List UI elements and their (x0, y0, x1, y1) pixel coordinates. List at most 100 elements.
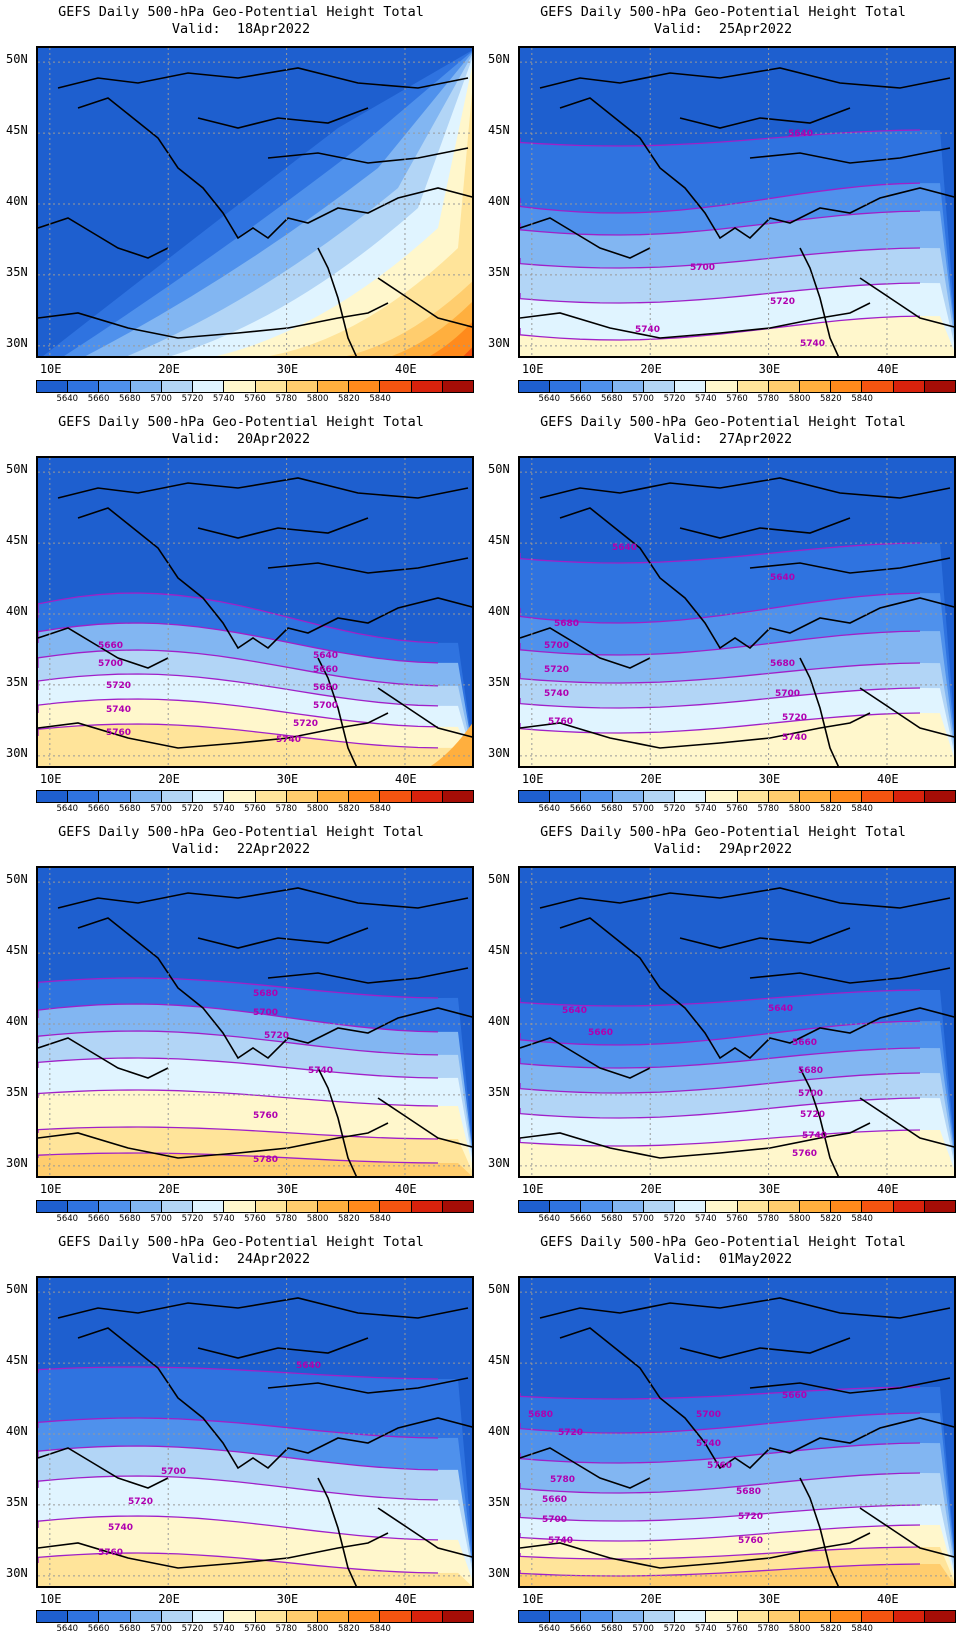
height-map (36, 46, 474, 358)
colorbar-tick-label: 5780 (275, 1214, 298, 1224)
colorbar-tick-label: 5740 (212, 1624, 235, 1634)
colorbar-tick-label: 5660 (569, 394, 592, 404)
colorbar-swatch (831, 381, 863, 392)
contour-line (38, 1366, 439, 1380)
contour-label: 5660 (588, 1028, 613, 1038)
colorbar-swatch (675, 1201, 707, 1212)
colorbar-tick-label: 5800 (788, 1214, 811, 1224)
contour-label: 5740 (106, 705, 131, 715)
colorbar-swatch (224, 1611, 256, 1622)
contour-label: 5760 (792, 1149, 817, 1159)
longitude-label: 30E (276, 1592, 299, 1606)
contour-label: 5760 (738, 1536, 763, 1546)
longitude-label: 30E (276, 362, 299, 376)
colorbar-swatch (411, 381, 443, 392)
latitude-label: 50N (6, 872, 28, 887)
panel-title: GEFS Daily 500-hPa Geo-Potential Height … (482, 1234, 964, 1268)
colorbar-tick-label: 5680 (119, 804, 141, 814)
colorbar-swatch (380, 1201, 412, 1212)
colorbar-tick-label: 5660 (87, 1624, 110, 1634)
colorbar-swatch (862, 1201, 894, 1212)
colorbar-tick-label: 5780 (275, 1624, 298, 1634)
colorbar-swatch (349, 791, 381, 802)
contour-label: 5740 (308, 1066, 333, 1076)
colorbar-swatch (799, 381, 832, 392)
contour-line (520, 315, 921, 341)
latitude-label: 50N (6, 52, 28, 67)
colorbar-swatch (643, 381, 676, 392)
panel-title: GEFS Daily 500-hPa Geo-Potential Height … (0, 824, 482, 858)
colorbar-tick-label: 5800 (306, 1624, 329, 1634)
colorbar-tick-label: 5780 (757, 1214, 780, 1224)
colorbar-swatch (519, 791, 551, 802)
longitude-label: 20E (640, 1592, 662, 1606)
colorbar-tick-label: 5700 (632, 804, 654, 814)
panel-title-line: GEFS Daily 500-hPa Geo-Potential Height … (540, 824, 906, 840)
contour-label: 5660 (782, 1391, 807, 1401)
colorbar-swatch (924, 381, 956, 392)
latitude-label: 40N (488, 604, 510, 618)
latitude-label: 35N (6, 264, 28, 279)
colorbar-swatch (768, 381, 800, 392)
contour-label: 5760 (253, 1111, 278, 1121)
contour-label: 5720 (800, 1110, 825, 1120)
contour-line (520, 630, 921, 656)
colorbar-swatch (862, 791, 894, 802)
longitude-label: 20E (158, 362, 180, 376)
colorbar-swatch (442, 791, 474, 802)
colorbar-tick-label: 5680 (119, 1214, 141, 1224)
contour-line (520, 1442, 921, 1464)
colorbar-tick-label: 5720 (663, 804, 686, 814)
colorbar-swatch (255, 1611, 287, 1622)
contour-label: 5740 (802, 1131, 827, 1141)
panel-title-line: GEFS Daily 500-hPa Geo-Potential Height … (540, 4, 906, 20)
panel-title-line: GEFS Daily 500-hPa Geo-Potential Height … (58, 414, 424, 430)
colorbar-swatch (893, 791, 925, 802)
colorbar-swatch (550, 381, 582, 392)
latitude-label: 35N (488, 264, 510, 279)
longitude-label: 10E (521, 1182, 544, 1196)
colorbar-tick-label: 5660 (569, 804, 592, 814)
contour-line (520, 1072, 921, 1094)
coastline (38, 1297, 472, 1586)
colorbar-tick-label: 5720 (181, 1214, 204, 1224)
longitude-label: 10E (521, 772, 544, 786)
panel-title: GEFS Daily 500-hPa Geo-Potential Height … (0, 4, 482, 38)
colorbar-swatch (380, 381, 412, 392)
latitude-label: 45N (488, 123, 510, 138)
contour-label: 5720 (128, 1497, 153, 1507)
panel-valid-date: Valid: 25Apr2022 (653, 21, 793, 37)
longitude-label: 30E (758, 1592, 781, 1606)
colorbar-swatch (130, 381, 162, 392)
colorbar-tick-label: 5740 (212, 1214, 235, 1224)
latitude-label: 45N (488, 1353, 510, 1368)
latitude-label: 40N (488, 194, 510, 208)
contour-label: 5720 (106, 681, 131, 691)
panel-valid-date: Valid: 01May2022 (653, 1251, 793, 1267)
colorbar-swatch (286, 381, 318, 392)
colorbar-tick-label: 5800 (788, 1624, 811, 1634)
longitude-label: 10E (521, 1592, 544, 1606)
fill-band (430, 723, 472, 766)
contour-label: 5700 (542, 1515, 567, 1525)
contour-line (38, 1152, 439, 1164)
contour-line (38, 673, 439, 707)
colorbar-swatch (581, 791, 613, 802)
contour-line (38, 1030, 439, 1056)
contour-line (520, 592, 921, 624)
colorbar-swatch (317, 1611, 350, 1622)
longitude-label: 20E (158, 1182, 180, 1196)
colorbar-swatch (161, 1611, 194, 1622)
contour-label: 5680 (554, 619, 579, 629)
colorbar-swatch (893, 381, 925, 392)
colorbar (518, 380, 956, 393)
colorbar-swatch (99, 381, 131, 392)
colorbar-swatch (37, 381, 69, 392)
colorbar-tick-label: 5660 (87, 394, 110, 404)
colorbar-swatch (550, 1611, 582, 1622)
latitude-label: 30N (6, 1155, 28, 1170)
panel-title-line: GEFS Daily 500-hPa Geo-Potential Height … (58, 1234, 424, 1250)
colorbar-tick-label: 5820 (820, 1624, 842, 1634)
latitude-label: 45N (6, 123, 28, 138)
colorbar-swatch (924, 1611, 956, 1622)
